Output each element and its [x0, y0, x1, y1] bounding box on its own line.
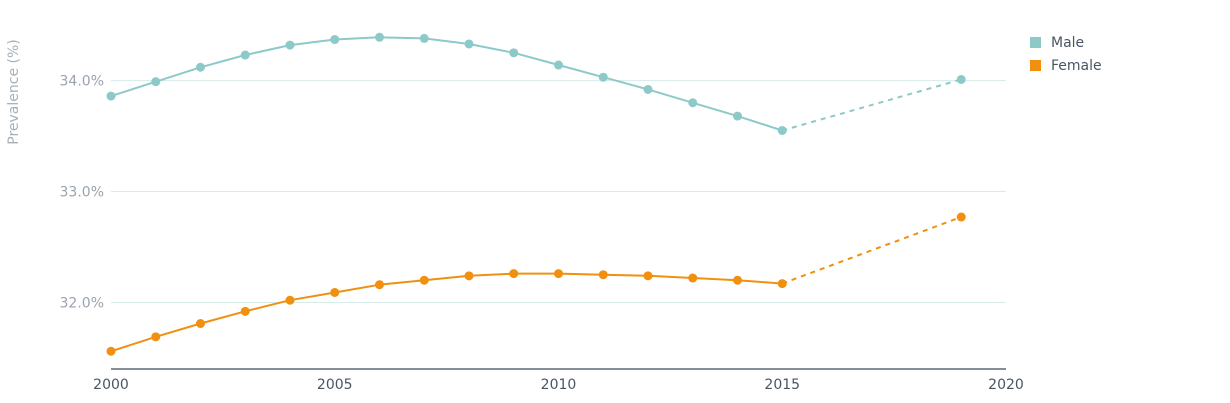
data-point-male — [777, 125, 787, 135]
data-point-male — [464, 39, 474, 49]
y-tick-label: 34.0% — [60, 74, 104, 90]
data-point-projected-female — [956, 212, 966, 222]
data-point-female — [554, 269, 563, 279]
data-point-female — [106, 346, 116, 356]
y-tick-label: 32.0% — [60, 295, 104, 311]
series-female — [106, 212, 966, 356]
data-point-male — [733, 111, 742, 121]
data-point-male — [509, 48, 519, 58]
data-point-female — [330, 287, 340, 297]
data-point-male — [554, 60, 563, 70]
legend-label-male: Male — [1051, 35, 1084, 51]
y-axis-label: Prevalence (%) — [6, 39, 22, 145]
data-point-female — [464, 271, 474, 281]
data-point-male — [598, 72, 608, 82]
legend: Male Female — [1030, 35, 1102, 74]
data-point-female — [598, 270, 608, 280]
series-line-female — [110, 272, 783, 353]
y-axis-ticks: 32.0% 33.0% 34.0% — [60, 74, 104, 312]
data-point-female — [733, 275, 742, 285]
x-tick-label: 2015 — [764, 377, 800, 393]
data-point-female — [643, 271, 653, 281]
data-point-male — [285, 40, 295, 50]
x-tick-label: 2010 — [541, 377, 577, 393]
legend-label-female: Female — [1051, 58, 1102, 74]
data-point-male — [240, 50, 250, 60]
gridlines — [111, 80, 1006, 303]
x-tick-label: 2000 — [93, 377, 129, 393]
data-point-female — [285, 295, 295, 305]
data-point-male — [375, 32, 384, 42]
data-point-male — [330, 35, 340, 45]
data-point-female — [509, 269, 519, 279]
data-point-female — [151, 332, 161, 342]
series-layer — [106, 32, 966, 356]
data-point-female — [419, 275, 429, 285]
series-line-male — [110, 36, 783, 132]
series-projection-line-male — [781, 78, 962, 132]
x-tick-label: 2005 — [317, 377, 353, 393]
legend-swatch-male — [1030, 37, 1041, 48]
data-point-male — [151, 77, 161, 87]
data-point-female — [688, 273, 698, 283]
data-point-female — [777, 279, 787, 289]
data-point-male — [643, 84, 653, 94]
data-point-male — [688, 98, 698, 108]
data-point-female — [375, 280, 384, 290]
series-male — [106, 32, 966, 135]
x-axis-ticks: 2000 2005 2010 2015 2020 — [93, 377, 1024, 393]
data-point-female — [240, 306, 250, 316]
series-projection-line-female — [781, 216, 962, 285]
y-tick-label: 33.0% — [60, 185, 104, 201]
legend-swatch-female — [1030, 60, 1041, 71]
data-point-projected-male — [956, 74, 966, 84]
data-point-female — [196, 319, 205, 329]
data-point-male — [419, 33, 429, 43]
data-point-male — [106, 91, 116, 101]
x-tick-label: 2020 — [988, 377, 1024, 393]
data-point-male — [196, 62, 205, 72]
